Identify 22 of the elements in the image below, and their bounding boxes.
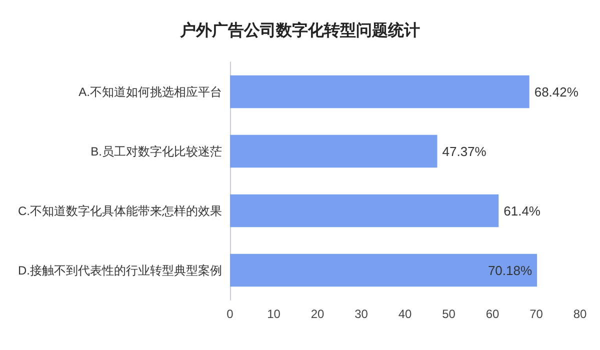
x-tick-label: 60: [486, 307, 500, 321]
x-tick-label: 40: [398, 307, 412, 321]
bar: [230, 134, 438, 168]
data-label: 70.18%: [488, 262, 532, 278]
x-tick-label: 70: [530, 307, 544, 321]
x-tick-label: 50: [442, 307, 456, 321]
data-label: 47.37%: [442, 144, 487, 159]
y-tick-label: C.不知道数字化具体能带来怎样的效果: [18, 204, 222, 218]
bar: [230, 254, 538, 287]
x-tick-label: 80: [573, 307, 587, 321]
x-tick-label: 0: [226, 307, 234, 321]
y-tick-label: A.不知道如何挑选相应平台: [78, 84, 222, 99]
x-tick-label: 30: [354, 307, 368, 321]
y-tick-label: B.员工对数字化比较迷茫: [90, 144, 222, 158]
data-label: 61.4%: [504, 203, 541, 218]
chart-title: 户外广告公司数字化转型问题统计: [179, 20, 420, 40]
data-label: 68.42%: [534, 84, 579, 100]
y-tick-label: D.接触不到代表性的行业转型典型案例: [18, 263, 222, 278]
bar: [230, 75, 530, 108]
bar: [230, 194, 499, 228]
x-tick-label: 20: [310, 307, 324, 321]
x-tick-label: 10: [267, 307, 281, 321]
